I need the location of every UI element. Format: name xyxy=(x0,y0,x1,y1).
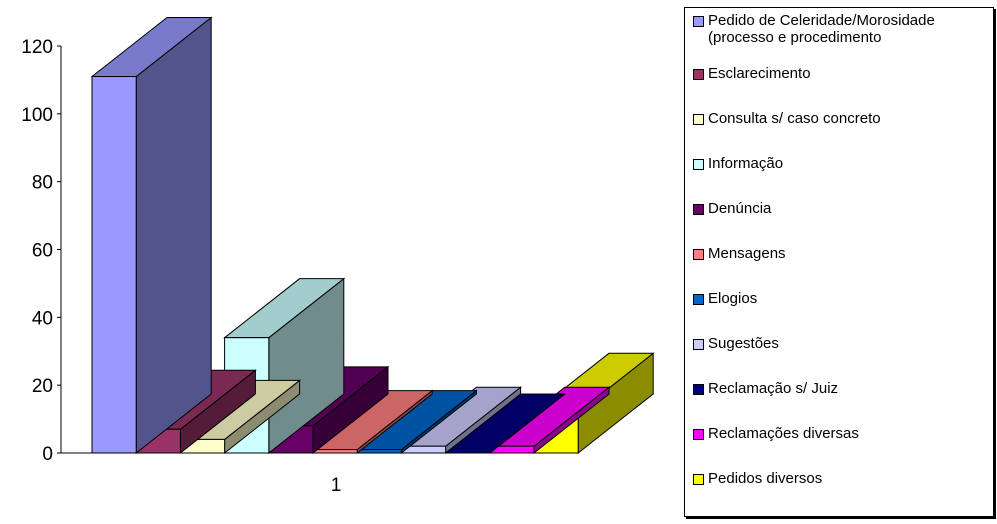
bar-front xyxy=(356,449,402,454)
legend-swatch xyxy=(693,16,704,27)
bar-1 xyxy=(90,16,213,455)
y-tick-label: 120 xyxy=(21,37,53,58)
y-tick-label: 0 xyxy=(42,444,53,465)
legend-swatch xyxy=(693,474,704,485)
legend-swatch xyxy=(693,204,704,215)
legend-label: Pedido de Celeridade/Morosidade (process… xyxy=(708,12,935,46)
y-tick-label: 80 xyxy=(32,173,53,194)
legend-label: Elogios xyxy=(708,290,758,307)
legend-swatch xyxy=(693,384,704,395)
legend-label: Informação xyxy=(708,155,784,172)
legend-swatch xyxy=(693,249,704,260)
y-tick-label: 20 xyxy=(32,376,53,397)
legend-label: Reclamações diversas xyxy=(708,425,859,442)
bar-8 xyxy=(399,386,523,455)
legend-label: Pedidos diversos xyxy=(708,470,823,487)
bar-front xyxy=(91,76,137,454)
legend-label: Denúncia xyxy=(708,200,772,217)
legend-swatch xyxy=(693,114,704,125)
bar-front xyxy=(312,449,358,454)
chart-plot-area: 0 20 40 60 80 100 120 1 xyxy=(21,16,655,496)
legend-swatch xyxy=(693,339,704,350)
y-tick-label: 60 xyxy=(32,241,53,262)
y-tick-label: 40 xyxy=(32,308,53,329)
legend-swatch xyxy=(693,69,704,80)
legend-label: Consulta s/ caso concreto xyxy=(708,110,881,127)
chart-legend: Pedido de Celeridade/Morosidade (process… xyxy=(684,7,994,517)
legend-swatch xyxy=(693,429,704,440)
legend-label: Mensagens xyxy=(708,245,786,262)
y-tick-label: 100 xyxy=(21,105,53,126)
legend-label: Reclamação s/ Juiz xyxy=(708,380,839,397)
legend-swatch xyxy=(693,159,704,170)
legend-label: Esclarecimento xyxy=(708,65,811,82)
bar-side xyxy=(135,16,212,455)
legend-swatch xyxy=(693,294,704,305)
x-tick-label: 1 xyxy=(331,475,342,496)
legend-label: Sugestões xyxy=(708,335,779,352)
